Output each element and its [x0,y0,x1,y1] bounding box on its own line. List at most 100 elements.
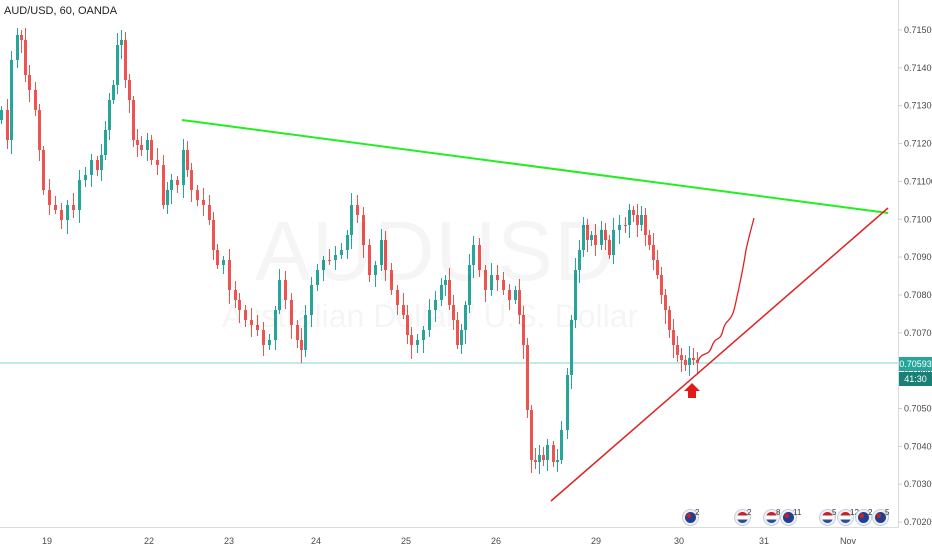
price-projection-path[interactable] [697,217,755,362]
australia-flag-icon [685,512,696,523]
time-axis-label: 30 [674,536,684,546]
usa-flag-icon [766,512,777,523]
candle-body [578,250,581,270]
candle-body [362,215,365,245]
candle-body [96,160,99,170]
candle-body [350,205,353,235]
candle-body [542,455,545,460]
candle-body [672,330,675,345]
candle-body [552,445,555,462]
candle-body [108,100,111,130]
event-marker[interactable]: 8 [764,508,781,525]
candle-body [618,225,621,230]
candle-body [250,320,253,325]
candle-body [402,305,405,315]
candle-body [526,345,529,410]
candle-body [202,200,205,205]
event-marker[interactable]: 2 [856,508,873,525]
candle-body [660,275,663,295]
candle-body [608,240,611,255]
candle-body [416,340,419,345]
candle-body [340,250,343,255]
candle-body [190,170,193,190]
up-arrow-icon[interactable] [684,383,700,398]
current-price-tag: 0.70593 [899,357,932,371]
candle-body [664,295,667,310]
candle-body [478,245,481,270]
candle-body [600,230,603,245]
candle-body [316,270,319,285]
candle-body [186,150,189,170]
symbol-label[interactable]: AUD/USD, 60, OANDA [4,5,118,17]
candle-body [692,358,695,360]
candle-body [472,245,475,265]
time-axis[interactable]: 19 22 23 24 25 26 29 30 31 Nov [42,536,857,546]
candle-body [680,355,683,360]
candle-body [566,375,569,430]
time-axis-label: 24 [311,536,321,546]
candle-body [456,320,459,345]
event-marker[interactable]: 2 [683,508,700,525]
candle-body [34,90,37,110]
event-marker[interactable]: 5 [820,508,837,525]
candle-body [444,280,447,285]
candle-body [60,210,63,220]
candle-body [322,260,325,270]
candle-body [72,205,75,210]
candle-body [100,155,103,170]
candle-body [222,260,225,265]
candle-body [28,75,31,90]
event-marker[interactable]: 11 [781,508,801,525]
event-marker[interactable]: 12 [838,508,859,525]
candle-body [234,290,237,300]
event-count: 8 [776,508,781,517]
candle-body [570,320,573,375]
candle-body [440,285,443,300]
candle-body [632,210,635,215]
candle-body [560,430,563,460]
time-axis-label: 25 [401,536,411,546]
candle-body [66,205,69,220]
candle-body [162,165,165,205]
candle-body [38,110,41,150]
event-marker[interactable]: 5 [873,508,889,525]
candle-body [24,40,27,75]
candle-body [380,240,383,265]
candle-body [20,35,23,40]
candle-body [0,110,3,120]
event-count: 2 [868,508,873,517]
candle-body [256,325,259,330]
candle-body [104,130,107,155]
event-count: 2 [695,508,700,517]
candle-body [290,300,293,325]
candle-body [140,145,143,150]
candle-body [534,460,537,462]
candle-body [268,340,271,345]
support-trendline[interactable] [550,207,889,502]
event-marker[interactable]: 2 [735,508,751,525]
australia-flag-icon [783,512,794,523]
resistance-trendline[interactable] [181,119,889,214]
event-count: 5 [832,508,837,517]
candle-body [170,180,173,190]
candle-body [136,140,139,145]
candle-body [502,280,505,290]
candle-body [278,280,281,310]
candle-body [296,325,299,340]
candle-body [410,335,413,345]
candle-body [116,45,119,85]
candle-body [146,140,149,150]
candle-body [594,235,597,245]
candle-body [668,310,671,330]
candle-body [120,40,123,45]
candle-body [624,225,627,226]
candle-body [676,345,679,355]
candle-body [112,85,115,100]
candle-body [84,175,87,180]
